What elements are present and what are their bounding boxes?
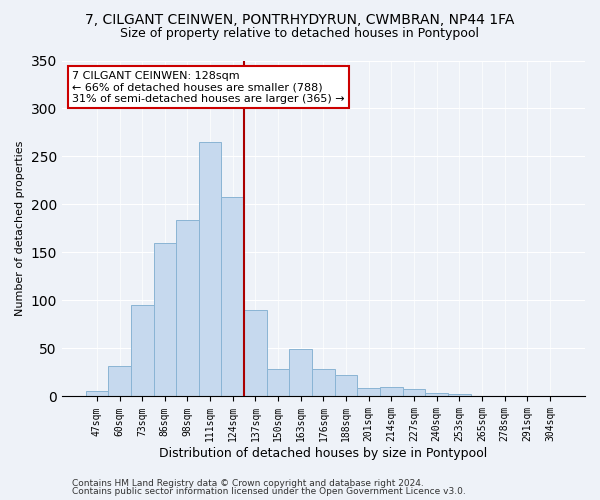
Bar [380,387,403,396]
Bar [358,388,380,396]
Text: 7, CILGANT CEINWEN, PONTRHYDYRUN, CWMBRAN, NP44 1FA: 7, CILGANT CEINWEN, PONTRHYDYRUN, CWMBRA… [85,12,515,26]
Bar [221,197,244,396]
Bar [312,368,335,396]
Bar [199,142,221,397]
Bar [289,350,312,397]
Bar [448,394,470,396]
Text: Contains public sector information licensed under the Open Government Licence v3: Contains public sector information licen… [72,487,466,496]
Bar [154,243,176,396]
Bar [403,389,425,396]
Bar [108,366,131,396]
Bar [244,310,267,396]
Text: Contains HM Land Registry data © Crown copyright and database right 2024.: Contains HM Land Registry data © Crown c… [72,478,424,488]
Bar [131,306,154,396]
Y-axis label: Number of detached properties: Number of detached properties [15,141,25,316]
Bar [86,390,108,396]
Bar [176,220,199,396]
Bar [425,392,448,396]
Bar [335,376,358,396]
X-axis label: Distribution of detached houses by size in Pontypool: Distribution of detached houses by size … [159,447,488,460]
Bar [267,368,289,396]
Text: 7 CILGANT CEINWEN: 128sqm
← 66% of detached houses are smaller (788)
31% of semi: 7 CILGANT CEINWEN: 128sqm ← 66% of detac… [72,70,345,104]
Text: Size of property relative to detached houses in Pontypool: Size of property relative to detached ho… [121,28,479,40]
